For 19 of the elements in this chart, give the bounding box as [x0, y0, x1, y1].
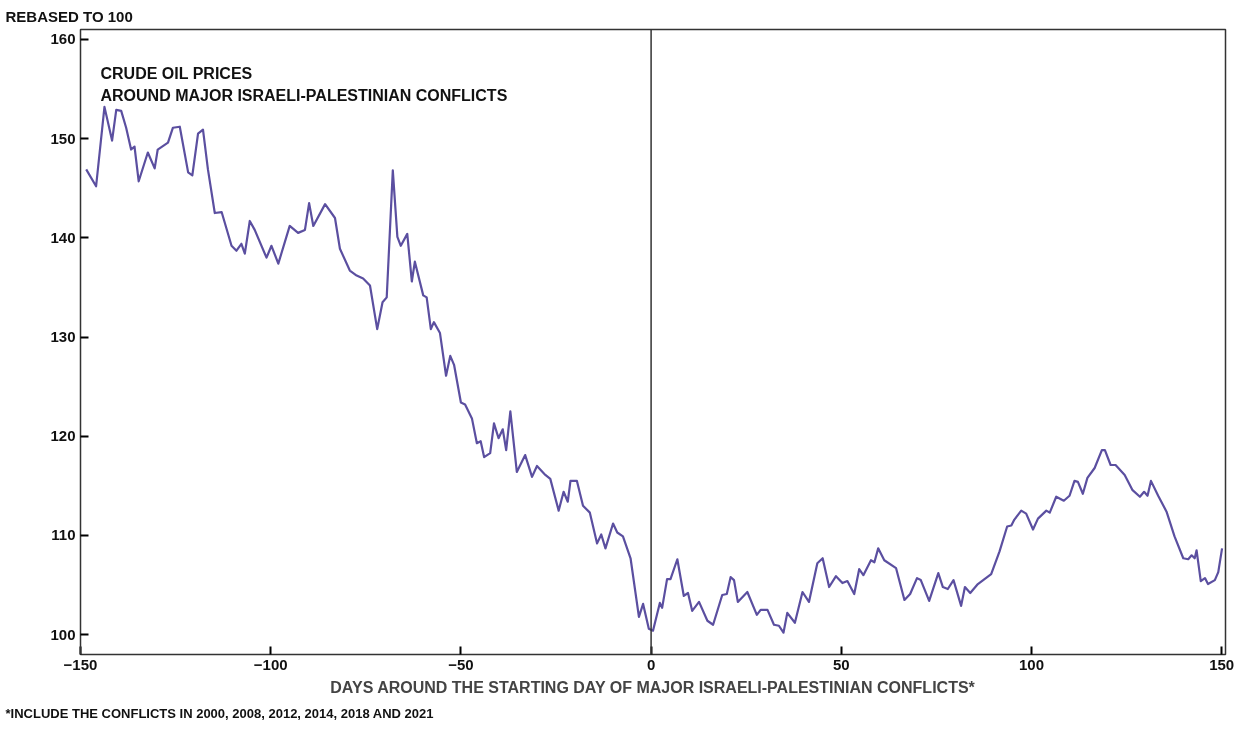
x-tick-label: 150 — [1209, 655, 1235, 673]
y-tick-label: 140 — [50, 228, 76, 246]
y-tick-label: 100 — [50, 625, 76, 643]
y-tick-label: 160 — [50, 30, 76, 48]
text: *INCLUDE THE CONFLICTS IN 2000, 2008, 2012, 2014, 2018 AND 2021 — [5, 705, 434, 721]
text: CRUDE OIL PRICES AROUND MAJOR ISRAELI-PALESTINIAN CONFLICTS — [100, 64, 508, 104]
y-tick-label: 110 — [51, 526, 76, 544]
x-tick-label: 50 — [832, 655, 850, 673]
y-axis-title: REBASED TO 100 — [5, 7, 133, 25]
x-tick-label: −150 — [63, 655, 98, 673]
x-tick-label: 100 — [1018, 655, 1045, 673]
y-tick-label: 120 — [50, 427, 76, 445]
x-axis-title: DAYS AROUND THE STARTING DAY OF MAJOR ISRAELI-PALESTINIAN CONFLICTS* — [330, 678, 976, 696]
line-series — [85, 105, 1224, 634]
y-tick-label: 150 — [50, 129, 76, 147]
x-tick-label: 0 — [646, 655, 656, 673]
x-tick-label: −100 — [253, 655, 288, 673]
y-tick-label: 130 — [50, 328, 76, 346]
x-tick-label: −50 — [448, 655, 474, 673]
